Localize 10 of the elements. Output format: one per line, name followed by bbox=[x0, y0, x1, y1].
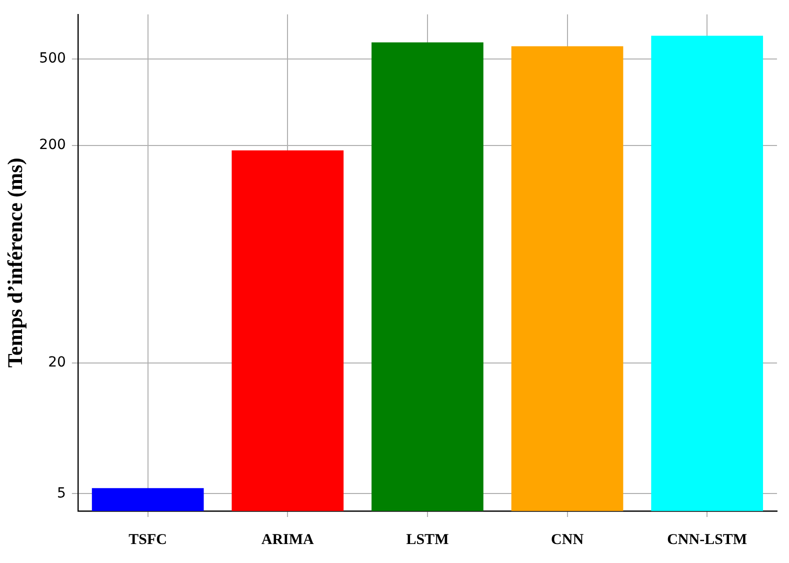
y-tick-label: 5 bbox=[57, 485, 66, 502]
x-tick-label: TSFC bbox=[128, 532, 167, 548]
y-axis-title: Temps d’inférence (ms) bbox=[3, 158, 28, 368]
y-tick-label: 200 bbox=[39, 137, 66, 154]
x-tick-label: LSTM bbox=[406, 532, 449, 548]
y-tick-label: 500 bbox=[39, 50, 66, 67]
y-tick-label: 20 bbox=[48, 354, 66, 370]
x-tick-label: CNN-LSTM bbox=[667, 532, 748, 548]
x-tick-label: CNN bbox=[551, 532, 584, 548]
x-tick-label: ARIMA bbox=[261, 532, 314, 548]
